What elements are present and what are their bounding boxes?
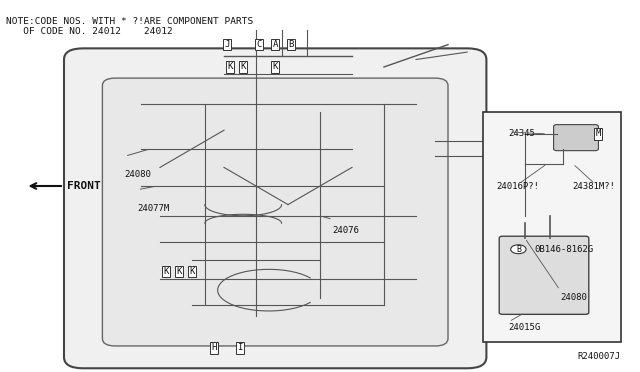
Text: FRONT: FRONT bbox=[67, 181, 101, 191]
Circle shape bbox=[511, 245, 526, 254]
Text: 24381M?!: 24381M?! bbox=[573, 182, 616, 190]
FancyBboxPatch shape bbox=[499, 236, 589, 314]
FancyBboxPatch shape bbox=[64, 48, 486, 368]
Text: R240007J: R240007J bbox=[578, 352, 621, 361]
Text: K: K bbox=[228, 62, 233, 71]
Text: 24015G: 24015G bbox=[509, 323, 541, 332]
Text: 0B146-8162G: 0B146-8162G bbox=[534, 245, 593, 254]
Text: A: A bbox=[273, 40, 278, 49]
Text: K: K bbox=[273, 62, 278, 71]
FancyBboxPatch shape bbox=[102, 78, 448, 346]
Text: K: K bbox=[241, 62, 246, 71]
Text: K: K bbox=[189, 267, 195, 276]
Text: 24016P?!: 24016P?! bbox=[496, 182, 539, 190]
Text: 24076: 24076 bbox=[333, 226, 360, 235]
Text: B: B bbox=[289, 40, 294, 49]
Text: K: K bbox=[177, 267, 182, 276]
Bar bbox=[483, 112, 621, 342]
Text: 24080: 24080 bbox=[560, 293, 587, 302]
Text: C: C bbox=[257, 40, 262, 49]
Text: NOTE:CODE NOS. WITH * ?!ARE COMPONENT PARTS
   OF CODE NO. 24012    24012: NOTE:CODE NOS. WITH * ?!ARE COMPONENT PA… bbox=[6, 17, 253, 36]
FancyBboxPatch shape bbox=[554, 125, 598, 151]
Text: J: J bbox=[225, 40, 230, 49]
Text: 24345: 24345 bbox=[509, 129, 536, 138]
Text: M: M bbox=[596, 129, 601, 138]
Text: I: I bbox=[237, 343, 243, 352]
Text: H: H bbox=[212, 343, 217, 352]
Text: 24077M: 24077M bbox=[138, 204, 170, 213]
Text: 24080: 24080 bbox=[125, 170, 152, 179]
Text: K: K bbox=[164, 267, 169, 276]
Text: B: B bbox=[516, 245, 521, 254]
